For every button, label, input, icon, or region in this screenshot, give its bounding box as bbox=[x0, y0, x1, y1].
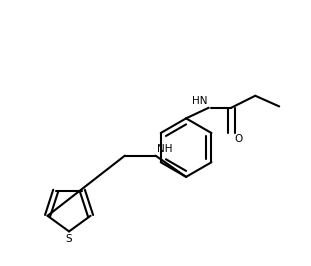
Text: NH: NH bbox=[157, 144, 172, 154]
Text: O: O bbox=[234, 134, 242, 144]
Text: S: S bbox=[66, 234, 72, 244]
Text: HN: HN bbox=[192, 96, 207, 106]
